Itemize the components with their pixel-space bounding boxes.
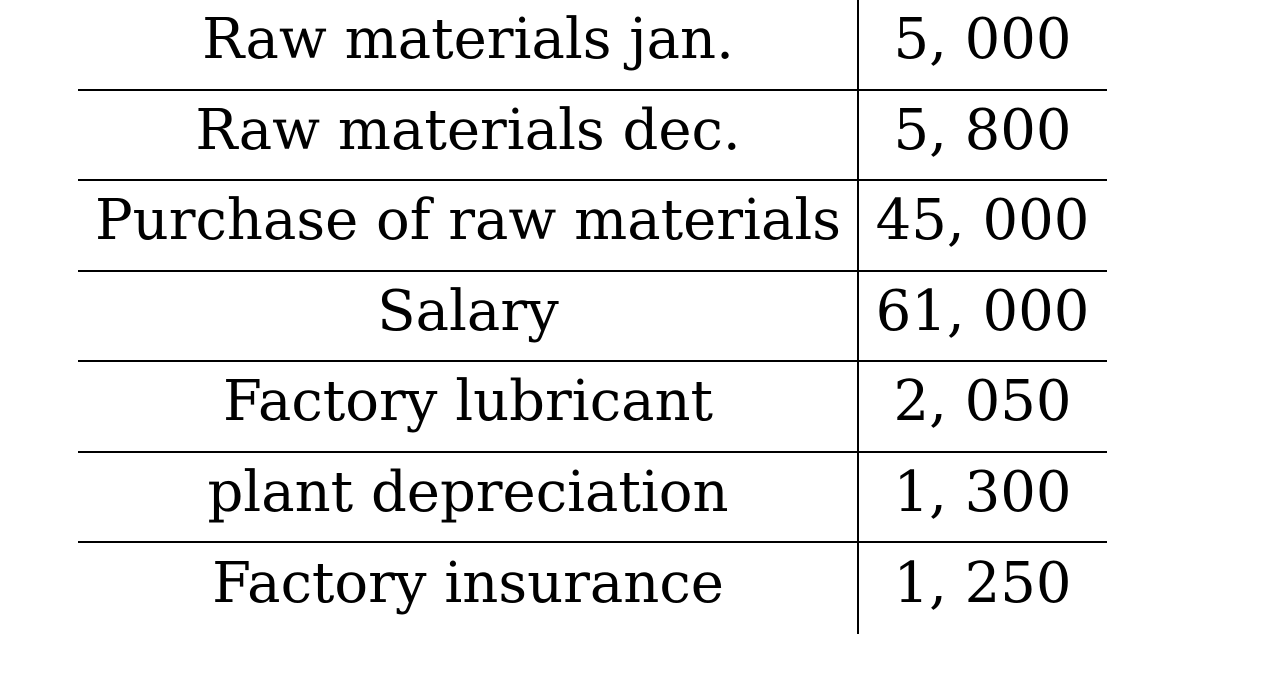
row-label: Factory insurance (212, 551, 724, 617)
row-label: Factory lubricant (222, 369, 714, 435)
row-value: 1, 300 (893, 459, 1072, 525)
table-row: Factory insurance 1, 250 (78, 543, 1107, 634)
table-row: Purchase of raw materials 45, 000 (78, 181, 1107, 272)
row-value: 61, 000 (875, 278, 1090, 344)
table-row: Raw materials jan. 5, 000 (78, 0, 1107, 91)
column-divider (857, 0, 859, 634)
table-row: Salary 61, 000 (78, 272, 1107, 362)
table-row: plant depreciation 1, 300 (78, 453, 1107, 543)
cost-table: Raw materials jan. 5, 000 Raw materials … (78, 0, 1107, 634)
row-label: Salary (377, 278, 559, 344)
row-label: Raw materials jan. (202, 7, 734, 73)
row-value: 2, 050 (893, 369, 1072, 435)
row-value: 1, 250 (893, 551, 1072, 617)
table-row: Raw materials dec. 5, 800 (78, 91, 1107, 181)
row-label: Raw materials dec. (195, 97, 741, 163)
row-value: 45, 000 (875, 188, 1090, 254)
table-row: Factory lubricant 2, 050 (78, 362, 1107, 453)
row-label: Purchase of raw materials (95, 188, 841, 254)
row-label: plant depreciation (207, 459, 729, 525)
row-value: 5, 000 (893, 7, 1072, 73)
row-value: 5, 800 (893, 97, 1072, 163)
